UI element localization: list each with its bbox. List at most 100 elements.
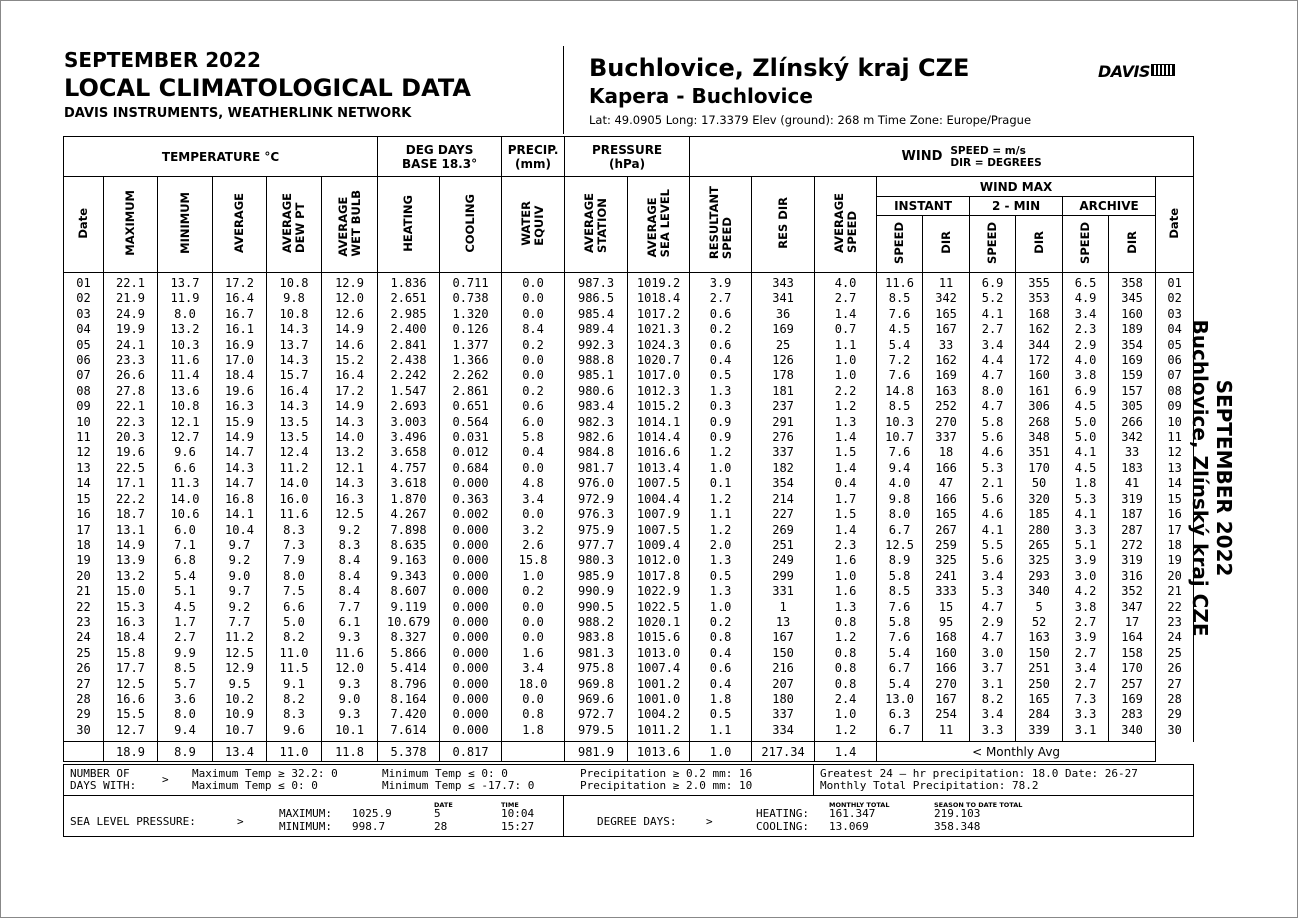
cell-maximum: 22.1 — [103, 272, 158, 292]
cell-archive-dir: 183 — [1108, 460, 1157, 477]
pressure-max-label: MAXIMUM: — [279, 807, 332, 820]
col-two-min-speed: SPEED — [969, 215, 1017, 273]
cell-maximum: 26.6 — [103, 368, 158, 384]
cell-archive-speed: 4.0 — [1062, 353, 1110, 369]
cell-archive-dir: 164 — [1108, 630, 1157, 646]
cell-instant-speed: 5.8 — [876, 614, 924, 631]
table-row: 06 23.3 11.6 17.0 14.3 15.2 2.438 1.366 0.0 988.8… — [63, 353, 1195, 369]
cell-average: 10.4 — [212, 522, 267, 538]
cell-average: 7.7 — [212, 614, 267, 631]
cell-archive-dir: 169 — [1108, 353, 1157, 369]
cell-two-min-dir: 172 — [1015, 353, 1064, 369]
cell-resultant: 0.4 — [689, 645, 753, 662]
cell-sea: 1004.2 — [627, 707, 691, 723]
cell-date: 17 — [63, 522, 104, 538]
cell-date: 18 — [63, 537, 104, 554]
cell-resultant: 1.1 — [689, 722, 753, 742]
cell-two-min-speed: 3.4 — [969, 568, 1017, 585]
cell-avg-speed: 1.2 — [814, 722, 878, 742]
cell-avg-speed: 2.4 — [814, 691, 878, 708]
cell-cooling: 0.000 — [439, 722, 503, 742]
cell-avg-wet: 12.0 — [320, 291, 379, 307]
cell-cooling: 0.000 — [439, 553, 503, 569]
cell-date-right: 30 — [1155, 722, 1195, 742]
degree-cooling-label: COOLING: — [756, 820, 809, 833]
pressure-time-header: TIME — [501, 801, 519, 809]
cell-station: 982.3 — [564, 414, 629, 431]
monthly-avg-note: < Monthly Avg — [876, 741, 1157, 763]
cell-average: 14.9 — [212, 430, 267, 446]
avg-resultant: 1.0 — [689, 741, 753, 763]
cell-sea: 1022.5 — [627, 599, 691, 615]
cell-water: 0.8 — [501, 707, 566, 723]
cell-maximum: 19.9 — [103, 322, 158, 338]
cell-date: 21 — [63, 584, 104, 600]
cell-heating: 9.343 — [377, 568, 441, 585]
cell-avg-speed: 1.4 — [814, 460, 878, 477]
cell-two-min-dir: 165 — [1015, 691, 1064, 708]
cell-resultant: 2.0 — [689, 537, 753, 554]
cell-two-min-dir: 150 — [1015, 645, 1064, 662]
cell-resultant: 0.2 — [689, 614, 753, 631]
cell-res-dir: 331 — [751, 584, 816, 600]
cell-avg-wet: 17.2 — [320, 383, 379, 400]
cell-date: 10 — [63, 414, 104, 431]
col-minimum: MINIMUM — [157, 176, 213, 273]
cell-maximum: 15.0 — [103, 584, 158, 600]
davis-logo: DAVIS — [1098, 62, 1175, 81]
cell-date: 29 — [63, 707, 104, 723]
cell-station: 969.8 — [564, 676, 629, 692]
cell-res-dir: 167 — [751, 630, 816, 646]
cell-date-right: 11 — [1155, 430, 1195, 446]
col-date-right-label: Date — [1167, 207, 1182, 239]
cell-sea: 1022.9 — [627, 584, 691, 600]
cell-instant-dir: 241 — [922, 568, 971, 585]
cell-date: 16 — [63, 507, 104, 523]
cell-instant-speed: 12.5 — [876, 537, 924, 554]
cell-cooling: 0.000 — [439, 584, 503, 600]
cell-date-right: 06 — [1155, 353, 1195, 369]
col-resultant: RESULTANT SPEED — [689, 176, 753, 273]
cell-two-min-speed: 4.4 — [969, 353, 1017, 369]
cell-instant-dir: 160 — [922, 645, 971, 662]
cell-res-dir: 214 — [751, 491, 816, 508]
col-archive-speed-label: SPEED — [1078, 221, 1093, 264]
cell-station: 990.5 — [564, 599, 629, 615]
cell-avg-speed: 1.5 — [814, 445, 878, 461]
cell-instant-dir: 270 — [922, 676, 971, 692]
cell-archive-speed: 4.9 — [1062, 291, 1110, 307]
cell-two-min-speed: 5.8 — [969, 414, 1017, 431]
cell-resultant: 0.3 — [689, 399, 753, 415]
cell-date-right: 09 — [1155, 399, 1195, 415]
cell-average: 18.4 — [212, 368, 267, 384]
cell-date: 07 — [63, 368, 104, 384]
cell-maximum: 13.1 — [103, 522, 158, 538]
cell-heating: 3.658 — [377, 445, 441, 461]
cell-instant-dir: 47 — [922, 476, 971, 492]
monthly-total-precip: Monthly Total Precipitation: 78.2 — [820, 779, 1039, 792]
cell-heating: 7.420 — [377, 707, 441, 723]
davis-logo-text: DAVIS — [1098, 62, 1150, 81]
cell-average: 14.1 — [212, 507, 267, 523]
side-month: SEPTEMBER 2022 — [1212, 379, 1236, 577]
cell-water: 8.4 — [501, 322, 566, 338]
cell-avg-dew: 14.3 — [266, 322, 322, 338]
table-row: 11 20.3 12.7 14.9 13.5 14.0 3.496 0.031 5.8 982.6… — [63, 430, 1195, 446]
cell-date: 02 — [63, 291, 104, 307]
group-two-min: 2 - MIN — [969, 196, 1064, 216]
col-avg-speed: AVERAGE SPEED — [814, 176, 878, 273]
cell-minimum: 9.6 — [157, 445, 213, 461]
cell-avg-dew: 11.6 — [266, 507, 322, 523]
col-res-dir-label: RES DIR — [775, 197, 790, 249]
cell-archive-dir: 159 — [1108, 368, 1157, 384]
cell-resultant: 0.9 — [689, 430, 753, 446]
cell-avg-dew: 7.3 — [266, 537, 322, 554]
cell-two-min-dir: 251 — [1015, 661, 1064, 677]
cell-avg-dew: 8.0 — [266, 568, 322, 585]
cell-minimum: 11.6 — [157, 353, 213, 369]
cell-average: 16.1 — [212, 322, 267, 338]
cell-avg-dew: 13.5 — [266, 430, 322, 446]
cell-instant-dir: 169 — [922, 368, 971, 384]
report-title: LOCAL CLIMATOLOGICAL DATA — [64, 74, 471, 102]
cell-avg-dew: 11.2 — [266, 460, 322, 477]
